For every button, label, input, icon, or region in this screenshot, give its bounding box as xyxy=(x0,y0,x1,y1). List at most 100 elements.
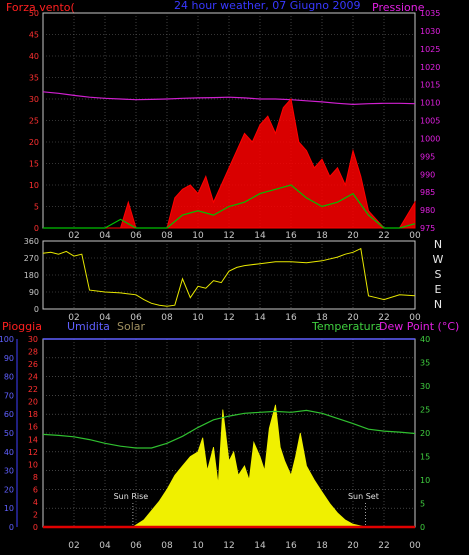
panel2-series xyxy=(42,247,416,307)
rain-tick-label: 22 xyxy=(28,385,38,394)
x-tick-label: 16 xyxy=(285,541,297,551)
x-tick-label: 10 xyxy=(192,313,204,323)
x-tick-label: 18 xyxy=(316,313,328,323)
x-tick-label: 18 xyxy=(316,231,328,241)
x-tick-label: 20 xyxy=(347,231,359,241)
solar-series-area xyxy=(131,404,366,528)
pressure-tick-label: 1030 xyxy=(420,27,440,36)
pressure-tick-label: 1000 xyxy=(420,134,440,143)
pressure-tick-label: 1005 xyxy=(420,117,440,126)
temperature-tick-label: 10 xyxy=(420,476,430,485)
x-tick-label: 04 xyxy=(99,231,111,241)
rain-label: Pioggia xyxy=(2,320,42,333)
compass-label: N xyxy=(434,238,442,251)
panel2-grid xyxy=(43,241,415,309)
humidity-tick-label: 70 xyxy=(4,391,14,400)
temperature-tick-label: 0 xyxy=(420,523,425,532)
wind-direction-series-line xyxy=(42,247,416,307)
pressure-tick-label: 1015 xyxy=(420,81,440,90)
x-tick-label: 18 xyxy=(316,541,328,551)
rain-tick-label: 30 xyxy=(28,335,38,344)
panel3-x-ticks: 02 04 06 08 10 12 14 16 18 20 22 00 xyxy=(68,541,421,551)
x-tick-label: 14 xyxy=(254,231,266,241)
humidity-tick-label: 10 xyxy=(4,504,14,513)
direction-tick-label: 270 xyxy=(24,254,39,263)
direction-tick-label: 90 xyxy=(29,288,39,297)
rain-tick-label: 24 xyxy=(28,373,38,382)
pressure-tick-label: 1025 xyxy=(420,45,440,54)
x-tick-label: 00 xyxy=(409,313,421,323)
x-tick-label: 06 xyxy=(130,231,142,241)
x-tick-label: 00 xyxy=(409,541,421,551)
x-tick-label: 06 xyxy=(130,541,142,551)
x-tick-label: 02 xyxy=(68,541,79,551)
x-tick-label: 02 xyxy=(68,313,79,323)
wind-speed-tick-label: 50 xyxy=(29,9,39,18)
x-tick-label: 10 xyxy=(192,231,204,241)
wind-speed-tick-label: 35 xyxy=(29,74,39,83)
temperature-tick-label: 25 xyxy=(420,406,430,415)
x-tick-label: 22 xyxy=(378,231,389,241)
x-tick-label: 22 xyxy=(378,313,389,323)
wind-speed-tick-label: 5 xyxy=(34,203,39,212)
rain-tick-label: 16 xyxy=(28,423,38,432)
compass-label: W xyxy=(433,253,444,266)
rain-tick-label: 26 xyxy=(28,360,38,369)
panel2-x-ticks: 02 04 06 08 10 12 14 16 18 20 22 00 xyxy=(68,313,421,323)
x-tick-label: 12 xyxy=(223,231,234,241)
temperature-label: Temperatura xyxy=(311,320,382,333)
panel2-left-ticks: 0 90 180 270 360 xyxy=(24,237,39,314)
panel3-series xyxy=(42,404,416,529)
humidity-tick-label: 0 xyxy=(9,523,14,532)
panel1-right-ticks: 975 980 985 990 995 1000 1005 1010 1015 1020 1025 1… xyxy=(420,9,440,233)
x-tick-label: 06 xyxy=(130,313,142,323)
sun-annotation-label: Sun Set xyxy=(348,492,379,501)
x-tick-label: 22 xyxy=(378,541,389,551)
rain-tick-label: 10 xyxy=(28,460,38,469)
x-tick-label: 08 xyxy=(161,313,173,323)
wind-speed-tick-label: 45 xyxy=(29,31,39,40)
rain-tick-label: 20 xyxy=(28,398,38,407)
sun-annotations: Sun Rise Sun Set xyxy=(114,492,379,527)
temperature-ticks: 0 5 10 15 20 25 30 35 40 xyxy=(420,335,430,532)
pressure-tick-label: 1010 xyxy=(420,99,440,108)
humidity-label: Umidita xyxy=(67,320,110,333)
humidity-tick-label: 80 xyxy=(4,373,14,382)
pressure-tick-label: 1035 xyxy=(420,9,440,18)
rain-tick-label: 14 xyxy=(28,435,38,444)
temperature-series-line xyxy=(42,409,416,449)
x-tick-label: 08 xyxy=(161,231,173,241)
temperature-tick-label: 5 xyxy=(420,500,425,509)
wind-speed-tick-label: 20 xyxy=(29,138,39,147)
compass-label: N xyxy=(434,298,442,311)
temperature-tick-label: 20 xyxy=(420,429,430,438)
x-tick-label: 12 xyxy=(223,541,234,551)
dewpoint-label: Dew Point (°C) xyxy=(379,320,459,333)
panel1-x-ticks: 02 04 06 08 10 12 14 16 18 20 22 00 xyxy=(68,231,421,241)
rain-tick-label: 0 xyxy=(33,523,38,532)
pressure-tick-label: 990 xyxy=(420,170,435,179)
humidity-tick-label: 60 xyxy=(4,410,14,419)
x-tick-label: 04 xyxy=(99,313,111,323)
pressure-tick-label: 995 xyxy=(420,152,435,161)
pressure-tick-label: 975 xyxy=(420,224,435,233)
panel1-series xyxy=(42,91,416,229)
humidity-tick-label: 30 xyxy=(4,467,14,476)
x-tick-label: 04 xyxy=(99,541,111,551)
compass-label: E xyxy=(435,283,442,296)
panel1-left-ticks: 0 5 10 15 20 25 30 35 40 45 50 xyxy=(29,9,39,233)
pressure-label: Pressione xyxy=(372,1,425,14)
x-tick-label: 16 xyxy=(285,231,297,241)
x-tick-label: 12 xyxy=(223,313,234,323)
pressure-tick-label: 980 xyxy=(420,206,435,215)
x-tick-label: 00 xyxy=(409,231,421,241)
x-tick-label: 14 xyxy=(254,541,266,551)
wind-speed-tick-label: 0 xyxy=(34,224,39,233)
wind-speed-tick-label: 25 xyxy=(29,117,39,126)
x-tick-label: 10 xyxy=(192,541,204,551)
wind-speed-tick-label: 15 xyxy=(29,160,39,169)
x-tick-label: 08 xyxy=(161,541,173,551)
